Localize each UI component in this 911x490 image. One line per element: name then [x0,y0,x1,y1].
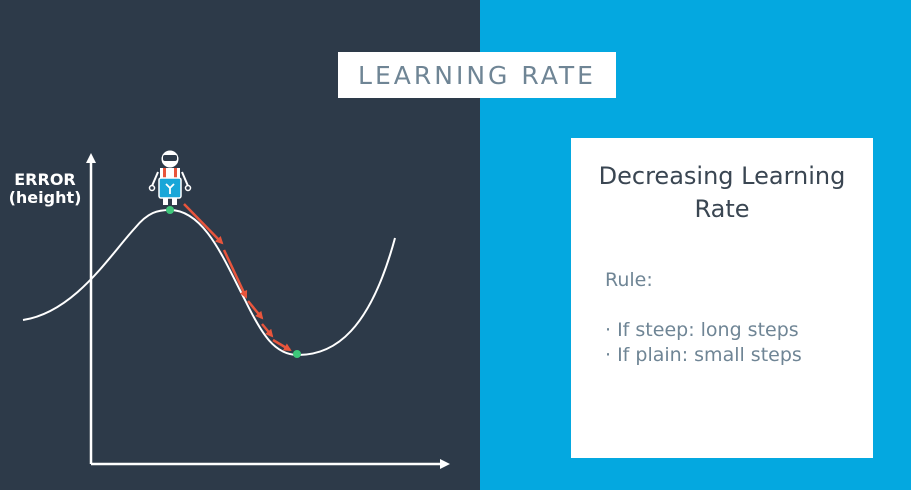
start-point [166,206,174,214]
error-curve [22,208,396,357]
card-title: Decreasing Learning Rate [571,160,873,226]
step-arrow-1 [183,203,224,245]
y-axis-label-line1: ERROR [14,170,76,189]
page-title: LEARNING RATE [358,60,596,90]
error-curve-diagram [22,149,450,469]
robot-icon [148,149,192,205]
rule-label: Rule: [605,269,653,291]
step-arrow-5 [272,338,292,352]
step-arrow-2 [222,249,248,299]
step-arrow-4 [261,323,274,338]
rule-bullet-plain: · If plain: small steps [605,344,802,366]
y-axis-label: ERROR (height) [6,171,84,207]
rule-bullet-steep: · If steep: long steps [605,319,799,341]
y-axis-label-line2: (height) [8,188,82,207]
card-title-line1: Decreasing Learning [598,162,846,190]
step-arrow-3 [247,300,264,320]
card-title-line2: Rate [694,195,750,223]
title-banner: LEARNING RATE [338,52,616,98]
card-body: Rule: · If steep: long steps · If plain:… [605,268,865,368]
end-point [293,350,301,358]
info-card: Decreasing Learning Rate Rule: · If stee… [571,138,873,458]
